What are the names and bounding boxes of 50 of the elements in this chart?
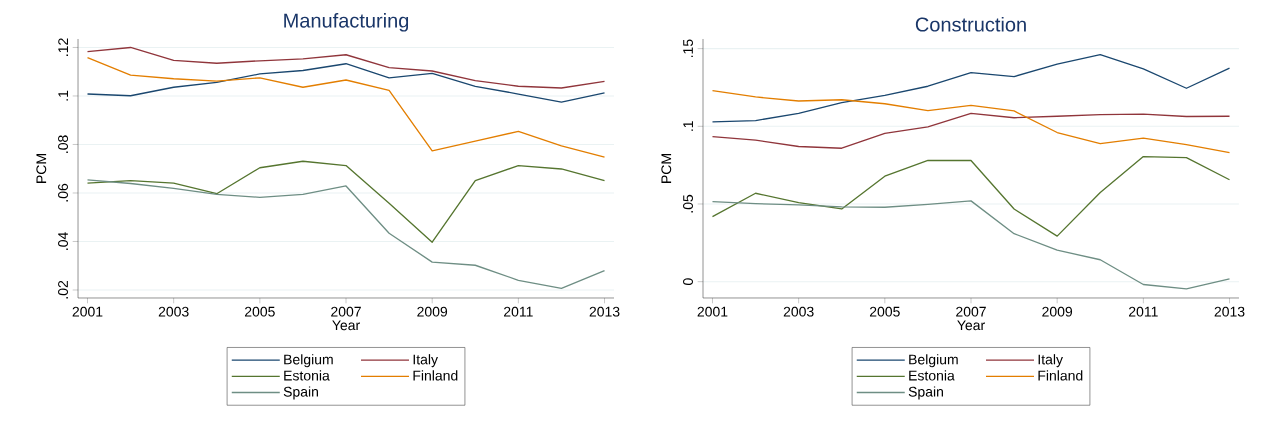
legend-label: Spain: [908, 386, 943, 400]
x-tick-label: 2005: [244, 306, 275, 317]
legend-label: Italy: [413, 354, 438, 368]
line-series: [711, 112, 1231, 149]
y-tick-label: .04: [58, 232, 68, 250]
legend-label: Spain: [283, 386, 318, 400]
chart-title: Manufacturing: [284, 12, 409, 32]
x-tick-label: 2009: [1042, 306, 1073, 317]
y-tick-label: .15: [683, 39, 693, 58]
x-tick-label: 2003: [158, 306, 189, 317]
legend-label: Italy: [1038, 354, 1063, 368]
x-tick-label: 2009: [417, 306, 448, 317]
line-series: [86, 63, 606, 103]
y-axis-title: PCM: [36, 154, 47, 183]
x-axis-title: Year: [332, 320, 360, 331]
legend-label: Finland: [413, 370, 458, 381]
y-tick-label: .1: [683, 121, 693, 131]
x-tick-label: 2011: [1129, 306, 1158, 317]
line-series: [86, 57, 606, 158]
y-tick-label: .08: [58, 135, 68, 153]
y-tick-label: 0: [683, 278, 693, 286]
line-series: [711, 89, 1231, 154]
line-series: [86, 46, 606, 89]
x-tick-label: 2013: [1214, 306, 1245, 317]
y-tick-label: .1: [58, 90, 68, 101]
x-tick-label: 2003: [783, 306, 814, 317]
line-series: [86, 160, 606, 243]
x-tick-label: 2001: [697, 306, 728, 317]
line-series: [86, 179, 606, 289]
x-tick-label: 2007: [331, 306, 361, 317]
x-tick-label: 2011: [504, 306, 533, 317]
line-series: [711, 200, 1231, 290]
x-tick-label: 2013: [589, 306, 620, 317]
legend-label: Belgium: [909, 354, 958, 368]
x-tick-label: 2005: [869, 306, 900, 317]
legend-label: Finland: [1038, 370, 1083, 381]
x-tick-label: 2007: [956, 306, 986, 317]
y-tick-label: .02: [58, 280, 68, 299]
y-tick-label: .05: [683, 194, 693, 213]
line-series: [711, 54, 1231, 123]
chart-title: Construction: [915, 16, 1026, 32]
legend-label: Belgium: [284, 354, 333, 368]
legend-label: Estonia: [284, 370, 330, 381]
x-tick-label: 2001: [72, 306, 103, 317]
line-series: [711, 155, 1231, 237]
x-axis-title: Year: [957, 320, 985, 331]
legend-label: Estonia: [909, 370, 955, 381]
y-tick-label: .06: [58, 183, 68, 202]
y-tick-label: .12: [58, 38, 68, 56]
y-axis-title: PCM: [661, 154, 672, 183]
